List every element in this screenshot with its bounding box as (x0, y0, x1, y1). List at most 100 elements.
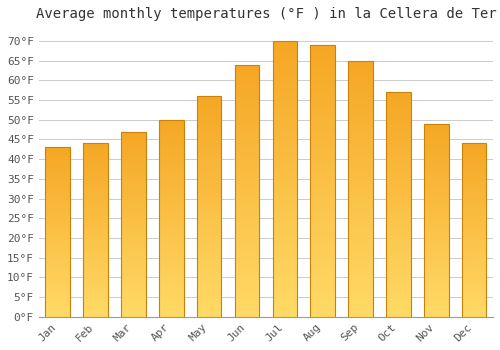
Bar (84, 293, 108, 296)
Bar (197, 233, 222, 237)
Bar (348, 61, 373, 66)
Bar (424, 216, 448, 220)
Bar (234, 276, 260, 281)
Bar (462, 265, 486, 268)
Bar (310, 164, 335, 170)
Bar (310, 132, 335, 137)
Bar (159, 289, 184, 293)
Bar (84, 202, 108, 206)
Bar (348, 194, 373, 199)
Bar (46, 293, 70, 296)
Bar (159, 195, 184, 198)
Bar (234, 125, 260, 130)
Bar (272, 190, 297, 195)
Bar (84, 296, 108, 300)
Bar (121, 309, 146, 313)
Bar (197, 149, 222, 153)
Bar (424, 139, 448, 143)
Bar (348, 307, 373, 312)
Bar (234, 186, 260, 191)
Bar (462, 240, 486, 244)
Bar (348, 296, 373, 301)
Bar (348, 301, 373, 307)
Bar (46, 273, 70, 276)
Bar (46, 303, 70, 307)
Bar (84, 226, 108, 230)
Bar (310, 306, 335, 312)
Bar (84, 254, 108, 258)
Bar (462, 178, 486, 182)
Bar (348, 173, 373, 178)
Bar (462, 175, 486, 178)
Bar (348, 97, 373, 102)
Bar (386, 204, 410, 209)
Bar (386, 308, 410, 312)
Bar (121, 146, 146, 150)
Bar (310, 61, 335, 66)
Bar (462, 289, 486, 293)
Bar (462, 188, 486, 192)
Bar (386, 106, 410, 110)
Bar (121, 306, 146, 309)
Bar (159, 120, 184, 317)
Bar (159, 313, 184, 317)
Bar (121, 276, 146, 280)
Bar (272, 179, 297, 184)
Bar (348, 199, 373, 204)
Bar (46, 225, 70, 229)
Bar (462, 254, 486, 258)
Bar (234, 226, 260, 231)
Bar (121, 261, 146, 265)
Bar (424, 151, 448, 155)
Bar (310, 170, 335, 175)
Bar (386, 182, 410, 187)
Bar (46, 208, 70, 212)
Bar (234, 216, 260, 221)
Bar (46, 310, 70, 313)
Bar (46, 215, 70, 218)
Bar (121, 172, 146, 176)
Bar (121, 187, 146, 191)
Bar (197, 281, 222, 286)
Bar (84, 175, 108, 178)
Bar (424, 201, 448, 205)
Bar (121, 198, 146, 202)
Bar (159, 139, 184, 144)
Bar (234, 256, 260, 261)
Bar (424, 124, 448, 317)
Bar (159, 250, 184, 254)
Bar (386, 231, 410, 236)
Bar (159, 187, 184, 191)
Bar (348, 132, 373, 138)
Bar (348, 183, 373, 189)
Bar (310, 143, 335, 148)
Bar (424, 170, 448, 174)
Bar (348, 312, 373, 317)
Bar (310, 137, 335, 143)
Bar (159, 151, 184, 155)
Bar (310, 72, 335, 77)
Bar (84, 240, 108, 244)
Bar (272, 85, 297, 91)
Bar (272, 206, 297, 212)
Bar (84, 223, 108, 226)
Bar (348, 61, 373, 317)
Bar (84, 282, 108, 286)
Bar (348, 107, 373, 112)
Bar (197, 246, 222, 251)
Bar (46, 158, 70, 161)
Bar (310, 301, 335, 306)
Bar (121, 132, 146, 135)
Bar (386, 128, 410, 133)
Bar (121, 191, 146, 195)
Bar (272, 162, 297, 168)
Bar (121, 154, 146, 158)
Bar (46, 266, 70, 270)
Bar (46, 236, 70, 239)
Bar (272, 168, 297, 173)
Bar (234, 166, 260, 170)
Bar (84, 209, 108, 213)
Bar (348, 189, 373, 194)
Bar (272, 41, 297, 47)
Bar (121, 202, 146, 206)
